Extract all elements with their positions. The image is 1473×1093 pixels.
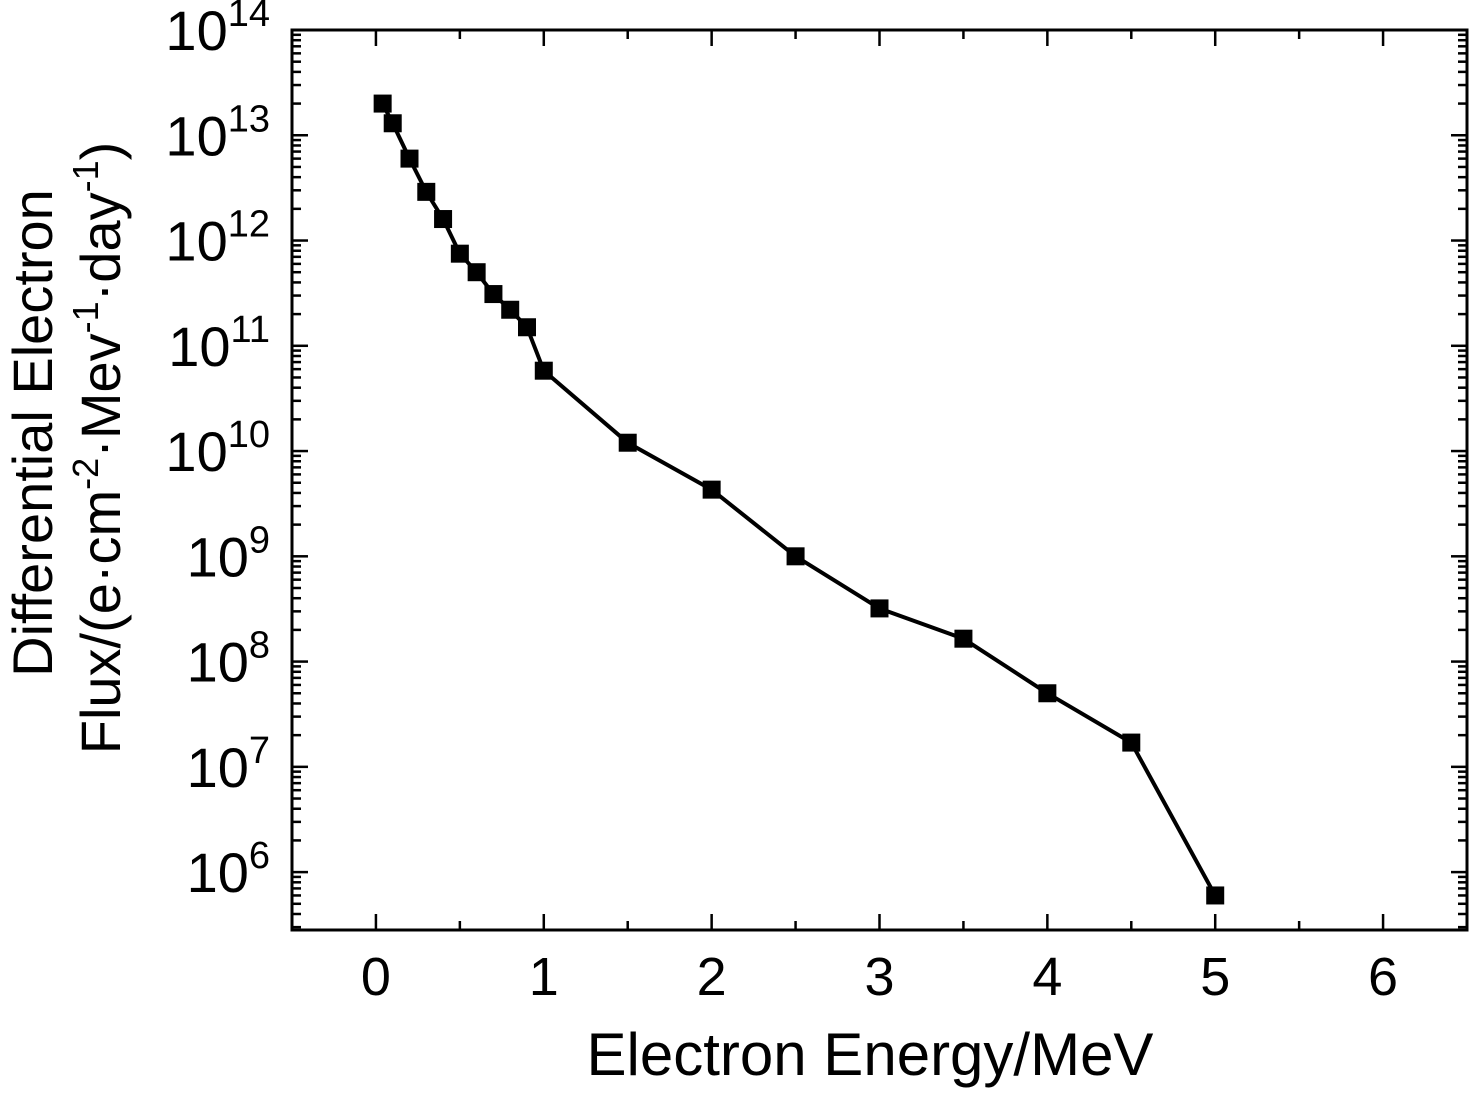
data-point-marker (417, 182, 436, 201)
x-tick-label: 3 (864, 947, 894, 1007)
data-point-marker (383, 114, 402, 133)
plot-frame (290, 28, 1469, 932)
y-axis-label-line2: Flux/(e·cm-2·Mev-1·day-1) (65, 142, 132, 755)
y-tick-label: 1012 (165, 204, 270, 273)
data-point-marker (467, 263, 486, 282)
data-point-marker (786, 547, 805, 566)
data-point-marker (954, 629, 973, 648)
data-point-marker (400, 149, 419, 168)
data-point-marker (518, 318, 536, 337)
x-axis: 0 1 2 3 4 5 6 (290, 30, 1469, 1007)
y-tick-label: 1014 (165, 0, 270, 62)
y-tick-label: 109 (187, 519, 270, 588)
x-tick-label: 6 (1368, 947, 1398, 1007)
y-tick-label: 1013 (165, 98, 270, 167)
series-layer (373, 94, 1225, 905)
x-tick-label: 4 (1032, 947, 1062, 1007)
y-axis-label: Differential Electron (1, 189, 64, 677)
y-tick-label: 107 (187, 730, 270, 799)
y-axis: 106 107 108 109 1010 1011 1012 1013 1014 (165, 0, 1467, 929)
x-tick-label: 2 (697, 947, 727, 1007)
series-line (380, 102, 1217, 897)
y-tick-label: 108 (187, 625, 270, 694)
x-tick-label: 1 (529, 947, 559, 1007)
data-point-marker (1206, 886, 1225, 905)
data-point-marker (618, 433, 637, 452)
data-point-marker (702, 480, 721, 499)
data-point-marker (534, 361, 553, 380)
y-axis-label-2: Flux/(e·cm-2·Mev-1·day-1) (65, 142, 132, 755)
data-point-marker (501, 300, 520, 319)
y-tick-label: 106 (187, 835, 270, 904)
y-tick-label: 1011 (168, 309, 270, 378)
x-tick-label: 0 (361, 947, 391, 1007)
data-point-marker (373, 94, 392, 113)
data-point-marker (1122, 733, 1141, 752)
x-tick-label: 5 (1200, 947, 1230, 1007)
y-axis-label-line1: Differential Electron (1, 189, 64, 677)
data-point-marker (484, 285, 503, 304)
data-point-marker (870, 599, 889, 618)
y-tick-label: 1010 (165, 414, 270, 483)
x-axis-label: Electron Energy/MeV (587, 1021, 1154, 1088)
data-point-marker (434, 210, 453, 229)
data-point-marker (450, 244, 469, 263)
data-point-marker (1038, 684, 1057, 703)
